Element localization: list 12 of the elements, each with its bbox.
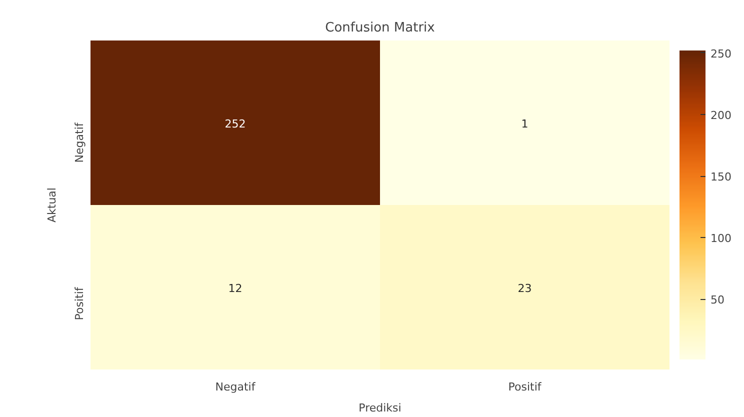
color-bar-label: 200	[710, 109, 732, 122]
data-label: 12	[228, 282, 242, 295]
color-bar-label: 50	[710, 294, 724, 307]
data-label: 23	[518, 282, 532, 295]
chart-title: Confusion Matrix	[325, 20, 436, 36]
x-axis-title: Prediksi	[358, 402, 402, 414]
data-label: 1	[521, 117, 528, 130]
color-bar-label: 150	[710, 170, 732, 184]
data-label: 252	[224, 117, 246, 130]
y-axis-title: Aktual	[46, 188, 58, 222]
color-bar-label: 100	[710, 232, 732, 246]
color-bar-label: 250	[710, 47, 732, 60]
